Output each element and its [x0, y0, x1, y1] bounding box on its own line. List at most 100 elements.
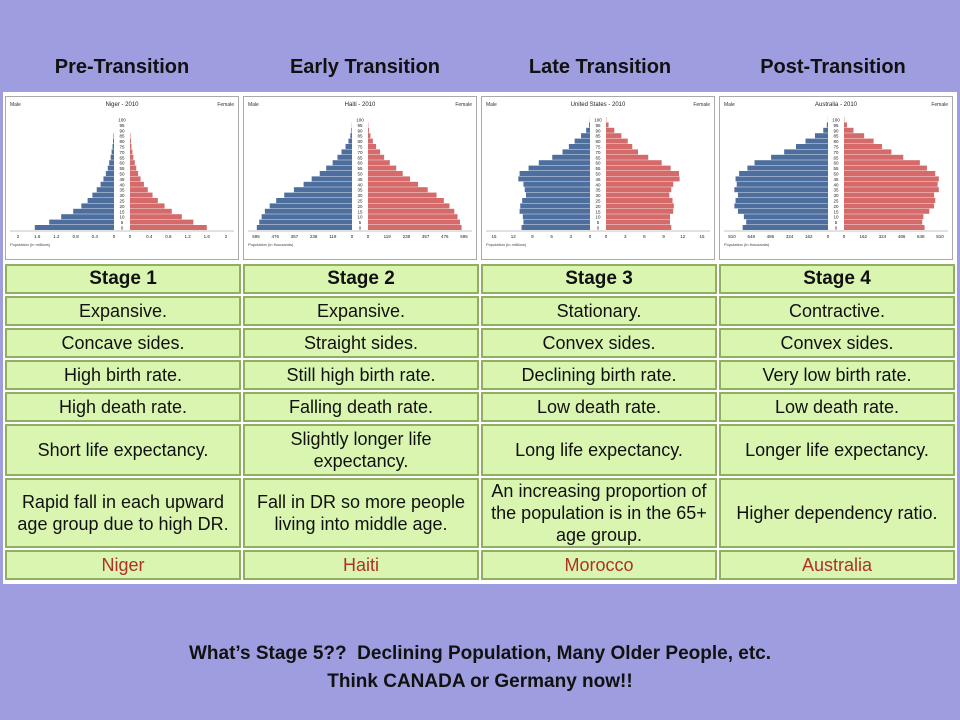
age-label-25: 25 [595, 199, 601, 204]
male-bar-age-15 [519, 208, 590, 214]
female-label: Female [931, 102, 948, 108]
age-label-90: 90 [357, 128, 363, 133]
female-bar-age-50 [130, 171, 139, 176]
cell-stage-stage-2: Stage 2 [243, 264, 479, 294]
x-tick-label: 0 [605, 234, 608, 239]
cell-pyramid-shape-stage-1: Expansive. [5, 296, 241, 326]
x-tick-label: 357 [422, 234, 430, 239]
age-label-45: 45 [833, 177, 839, 182]
female-bar-age-20 [606, 203, 674, 209]
age-label-15: 15 [119, 209, 125, 214]
female-bar-age-55 [844, 165, 927, 171]
age-label-60: 60 [833, 161, 839, 166]
age-label-65: 65 [833, 155, 839, 160]
age-label-100: 100 [356, 118, 364, 123]
male-bar-age-40 [100, 181, 114, 187]
header-late-transition: Late Transition [528, 56, 672, 78]
female-bar-age-50 [844, 171, 936, 176]
x-tick-label: 595 [460, 234, 468, 239]
x-tick-label: 810 [936, 234, 944, 239]
cell-life-expectancy-stage-1: Short life expectancy. [5, 424, 241, 476]
male-label: Male [486, 102, 497, 108]
male-bar-age-80 [574, 138, 590, 144]
age-label-55: 55 [357, 166, 363, 171]
pyramid-chart-united-states: United States - 2010 Male Female 0 5 10 15 20 25… [481, 96, 715, 260]
male-bar-age-5 [49, 219, 115, 225]
age-label-65: 65 [357, 155, 363, 160]
age-label-25: 25 [119, 199, 125, 204]
age-label-10: 10 [833, 215, 839, 220]
cell-example-country-stage-3: Morocco [481, 550, 717, 580]
male-bar-age-50 [105, 171, 114, 176]
male-bar-age-60 [109, 160, 114, 166]
male-bar-age-80 [113, 138, 114, 144]
female-bar-age-40 [130, 181, 144, 187]
x-axis-title: Population (in thousands) [248, 242, 294, 247]
cell-example-country-stage-1: Niger [5, 550, 241, 580]
chart-title: Niger - 2010 [105, 102, 139, 108]
female-bar-age-30 [368, 192, 437, 198]
x-tick-label: 1.2 [53, 234, 60, 239]
female-bar-age-20 [368, 203, 450, 209]
age-label-70: 70 [595, 150, 601, 155]
age-label-95: 95 [357, 123, 363, 128]
x-tick-label: 162 [859, 234, 867, 239]
chart-title: Haiti - 2010 [345, 102, 376, 108]
female-bar-age-10 [130, 214, 182, 220]
male-bar-age-65 [337, 154, 352, 160]
age-label-30: 30 [119, 193, 125, 198]
male-bar-age-40 [523, 181, 590, 187]
female-bar-age-35 [844, 187, 939, 193]
female-bar-age-5 [368, 219, 460, 225]
female-bar-age-75 [130, 144, 132, 149]
female-bar-age-40 [844, 181, 938, 187]
female-bar-age-70 [606, 149, 638, 155]
x-axis-title: Population (in thousands) [724, 242, 770, 247]
female-bar-age-60 [130, 160, 135, 166]
x-tick-label: 3 [570, 234, 573, 239]
female-bar-age-35 [368, 187, 428, 193]
age-label-15: 15 [595, 209, 601, 214]
x-tick-label: 1.6 [34, 234, 41, 239]
male-bar-age-45 [518, 176, 590, 182]
x-tick-label: 0 [129, 234, 132, 239]
age-label-10: 10 [357, 215, 363, 220]
male-bar-age-55 [747, 165, 828, 171]
female-bar-age-65 [844, 154, 904, 160]
female-label: Female [693, 102, 710, 108]
age-label-5: 5 [597, 220, 600, 225]
cell-birth-rate-stage-4: Very low birth rate. [719, 360, 955, 390]
age-label-75: 75 [357, 145, 363, 150]
x-tick-label: 0 [367, 234, 370, 239]
male-bar-age-85 [814, 133, 828, 139]
female-bar-age-65 [606, 154, 649, 160]
x-tick-label: 12 [511, 234, 517, 239]
male-bar-age-50 [739, 171, 828, 176]
age-label-50: 50 [595, 172, 601, 177]
female-bar-age-5 [844, 219, 923, 225]
age-label-80: 80 [357, 139, 363, 144]
female-bar-age-90 [844, 127, 854, 133]
x-axis-title: Population (in millions) [10, 242, 51, 247]
age-label-60: 60 [357, 161, 363, 166]
female-bar-age-55 [368, 165, 397, 171]
female-bar-age-25 [130, 198, 158, 203]
female-bar-age-10 [606, 214, 670, 220]
male-bar-age-10 [261, 214, 352, 220]
male-bar-age-90 [351, 127, 352, 133]
female-bar-age-60 [368, 160, 390, 166]
age-label-0: 0 [359, 226, 362, 231]
age-label-40: 40 [833, 182, 839, 187]
age-label-65: 65 [595, 155, 601, 160]
male-bar-age-30 [526, 192, 590, 198]
female-bar-age-25 [606, 198, 673, 203]
x-tick-label: 0 [589, 234, 592, 239]
x-tick-label: 324 [786, 234, 794, 239]
x-tick-label: 0.4 [146, 234, 153, 239]
age-label-70: 70 [833, 150, 839, 155]
age-label-55: 55 [595, 166, 601, 171]
female-bar-age-60 [606, 160, 662, 166]
female-bar-age-40 [606, 181, 674, 187]
male-bar-age-30 [737, 192, 828, 198]
age-label-95: 95 [833, 123, 839, 128]
